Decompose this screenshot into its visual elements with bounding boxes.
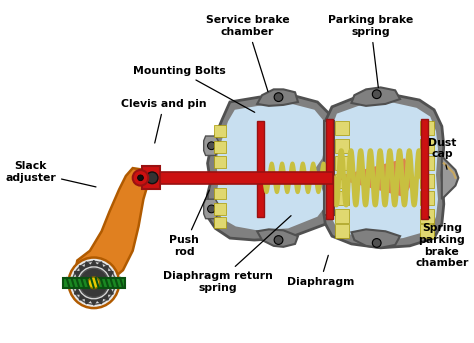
Polygon shape (102, 266, 108, 272)
Bar (63, 278, 125, 288)
Bar (150, 172, 333, 184)
Text: Mounting Bolts: Mounting Bolts (133, 66, 255, 112)
Circle shape (274, 236, 283, 245)
Text: Service brake
chamber: Service brake chamber (206, 15, 289, 92)
Bar (214, 217, 226, 228)
Polygon shape (85, 262, 91, 268)
Bar (324, 121, 334, 215)
Polygon shape (204, 199, 218, 218)
Bar (335, 156, 348, 170)
Bar (420, 174, 434, 188)
Polygon shape (97, 298, 102, 304)
Bar (420, 156, 434, 170)
Polygon shape (72, 277, 77, 283)
Text: Clevis and pin: Clevis and pin (121, 99, 207, 143)
Circle shape (373, 239, 381, 247)
Polygon shape (351, 87, 400, 106)
Polygon shape (72, 283, 77, 289)
Polygon shape (80, 294, 85, 300)
Bar (420, 191, 434, 205)
Polygon shape (442, 156, 458, 199)
Bar (420, 209, 434, 223)
Circle shape (79, 268, 109, 297)
Bar (335, 224, 348, 238)
Bar (214, 156, 226, 168)
Polygon shape (257, 90, 298, 106)
Bar (142, 166, 160, 189)
Circle shape (373, 90, 381, 98)
Text: Dust
cap: Dust cap (428, 138, 456, 169)
Polygon shape (110, 277, 116, 283)
Polygon shape (257, 229, 298, 247)
Polygon shape (329, 102, 438, 240)
Circle shape (146, 172, 158, 184)
Circle shape (208, 142, 215, 150)
Polygon shape (74, 289, 81, 294)
Bar (257, 121, 264, 217)
Bar (214, 203, 226, 215)
Text: Parking brake
spring: Parking brake spring (328, 15, 413, 87)
Text: Push
rod: Push rod (169, 190, 210, 257)
Polygon shape (351, 229, 400, 248)
Polygon shape (74, 168, 148, 287)
Polygon shape (107, 272, 113, 277)
Bar (214, 125, 226, 137)
Bar (420, 139, 434, 153)
Bar (214, 172, 226, 184)
Bar (335, 191, 348, 205)
Bar (420, 224, 434, 238)
Polygon shape (107, 289, 113, 294)
Polygon shape (216, 103, 327, 230)
Polygon shape (208, 94, 337, 240)
Circle shape (274, 93, 283, 102)
Circle shape (208, 205, 215, 213)
Polygon shape (74, 272, 81, 277)
Bar (420, 121, 434, 135)
Text: Spring
parking
brake
chamber: Spring parking brake chamber (415, 217, 468, 268)
Text: Slack
adjuster: Slack adjuster (5, 161, 96, 187)
Polygon shape (323, 94, 444, 248)
Circle shape (69, 258, 119, 308)
Bar (214, 141, 226, 153)
Bar (324, 121, 334, 215)
Polygon shape (80, 266, 85, 272)
Text: Diaphragm: Diaphragm (287, 255, 354, 287)
Polygon shape (333, 158, 415, 197)
Polygon shape (102, 294, 108, 300)
Bar (335, 174, 348, 188)
Bar (214, 188, 226, 199)
Polygon shape (204, 136, 218, 155)
Bar (335, 121, 348, 135)
Text: Diaphragm return
spring: Diaphragm return spring (164, 216, 291, 293)
Polygon shape (85, 298, 91, 304)
Polygon shape (91, 260, 97, 265)
Bar (421, 119, 428, 218)
Circle shape (73, 261, 115, 304)
Bar (326, 119, 333, 218)
Circle shape (88, 277, 100, 289)
Circle shape (137, 175, 144, 181)
Polygon shape (110, 283, 116, 289)
Polygon shape (91, 300, 97, 305)
Polygon shape (97, 262, 102, 268)
Bar (335, 139, 348, 153)
Circle shape (133, 170, 148, 186)
Bar (335, 209, 348, 223)
